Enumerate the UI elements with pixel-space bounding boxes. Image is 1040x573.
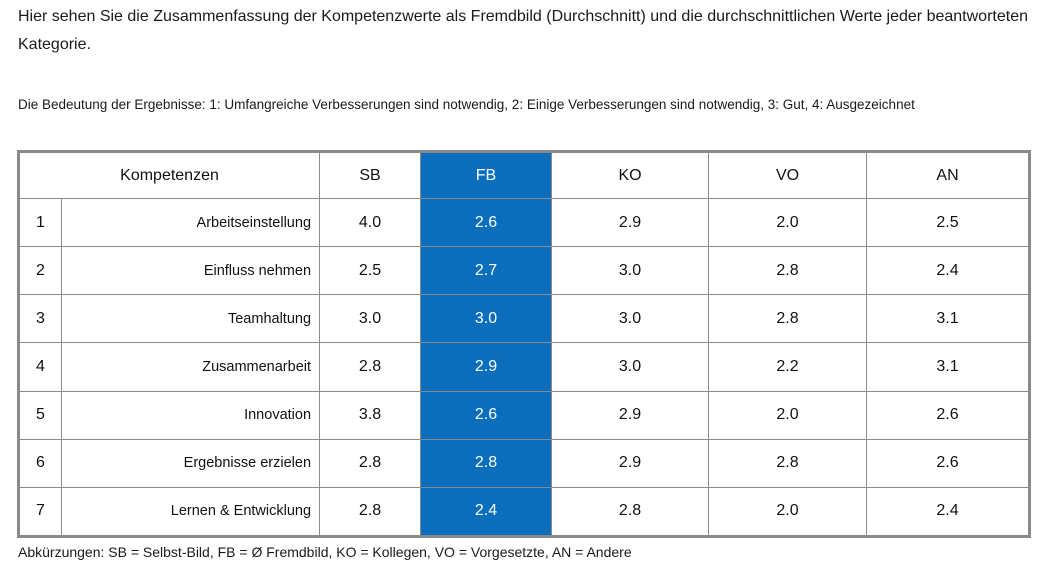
vo-value: 2.0 <box>708 390 868 440</box>
ko-value: 3.0 <box>551 294 710 344</box>
fb-value: 2.4 <box>420 486 553 538</box>
competency-name: Innovation <box>60 390 321 440</box>
table-row: 3 Teamhaltung 3.0 3.0 3.0 2.8 3.1 <box>18 294 1031 344</box>
table-row: 2 Einfluss nehmen 2.5 2.7 3.0 2.8 2.4 <box>18 246 1031 296</box>
sb-value: 3.0 <box>319 294 422 344</box>
fb-value: 2.6 <box>420 390 553 440</box>
competency-name: Teamhaltung <box>60 294 321 344</box>
row-number: 2 <box>18 246 62 296</box>
ko-value: 2.9 <box>551 390 710 440</box>
header-sb: SB <box>319 151 422 199</box>
competency-summary-table: Kompetenzen SB FB KO VO AN 1 Arbeitseins… <box>17 150 1032 538</box>
an-value: 2.6 <box>866 438 1031 488</box>
an-value: 2.5 <box>866 197 1031 248</box>
vo-value: 2.8 <box>708 246 868 296</box>
ko-value: 2.8 <box>551 486 710 538</box>
ko-value: 2.9 <box>551 197 710 248</box>
fb-value: 3.0 <box>420 294 553 344</box>
table-row: 4 Zusammenarbeit 2.8 2.9 3.0 2.2 3.1 <box>18 342 1031 392</box>
sb-value: 2.8 <box>319 486 422 538</box>
table-row: 1 Arbeitseinstellung 4.0 2.6 2.9 2.0 2.5 <box>18 197 1031 248</box>
sb-value: 2.8 <box>319 342 422 392</box>
row-number: 1 <box>18 197 62 248</box>
header-vo: VO <box>708 151 868 199</box>
table-row: 7 Lernen & Entwicklung 2.8 2.4 2.8 2.0 2… <box>18 486 1031 538</box>
fb-value: 2.7 <box>420 246 553 296</box>
vo-value: 2.8 <box>708 294 868 344</box>
abbreviations-note: Abkürzungen: SB = Selbst-Bild, FB = Ø Fr… <box>18 544 632 560</box>
table-row: 5 Innovation 3.8 2.6 2.9 2.0 2.6 <box>18 390 1031 440</box>
vo-value: 2.0 <box>708 486 868 538</box>
fb-value: 2.6 <box>420 197 553 248</box>
row-number: 7 <box>18 486 62 538</box>
header-an: AN <box>866 151 1031 199</box>
vo-value: 2.2 <box>708 342 868 392</box>
sb-value: 2.8 <box>319 438 422 488</box>
fb-value: 2.8 <box>420 438 553 488</box>
sb-value: 4.0 <box>319 197 422 248</box>
ko-value: 2.9 <box>551 438 710 488</box>
sb-value: 2.5 <box>319 246 422 296</box>
header-ko: KO <box>551 151 710 199</box>
an-value: 3.1 <box>866 294 1031 344</box>
header-competencies: Kompetenzen <box>17 151 321 199</box>
competency-name: Einfluss nehmen <box>60 246 321 296</box>
competency-name: Arbeitseinstellung <box>60 197 321 248</box>
vo-value: 2.8 <box>708 438 868 488</box>
result-meaning-legend: Die Bedeutung der Ergebnisse: 1: Umfangr… <box>18 97 915 112</box>
competency-name: Lernen & Entwicklung <box>60 486 321 538</box>
table-row: 6 Ergebnisse erzielen 2.8 2.8 2.9 2.8 2.… <box>18 438 1031 488</box>
row-number: 6 <box>18 438 62 488</box>
competency-name: Zusammenarbeit <box>60 342 321 392</box>
fb-value: 2.9 <box>420 342 553 392</box>
an-value: 3.1 <box>866 342 1031 392</box>
an-value: 2.6 <box>866 390 1031 440</box>
ko-value: 3.0 <box>551 342 710 392</box>
vo-value: 2.0 <box>708 197 868 248</box>
header-fb: FB <box>420 151 553 199</box>
row-number: 5 <box>18 390 62 440</box>
an-value: 2.4 <box>866 246 1031 296</box>
ko-value: 3.0 <box>551 246 710 296</box>
row-number: 3 <box>18 294 62 344</box>
row-number: 4 <box>18 342 62 392</box>
an-value: 2.4 <box>866 486 1031 538</box>
competency-name: Ergebnisse erzielen <box>60 438 321 488</box>
table-header-row: Kompetenzen SB FB KO VO AN <box>17 151 1031 199</box>
intro-paragraph: Hier sehen Sie die Zusammenfassung der K… <box>18 8 1028 53</box>
sb-value: 3.8 <box>319 390 422 440</box>
